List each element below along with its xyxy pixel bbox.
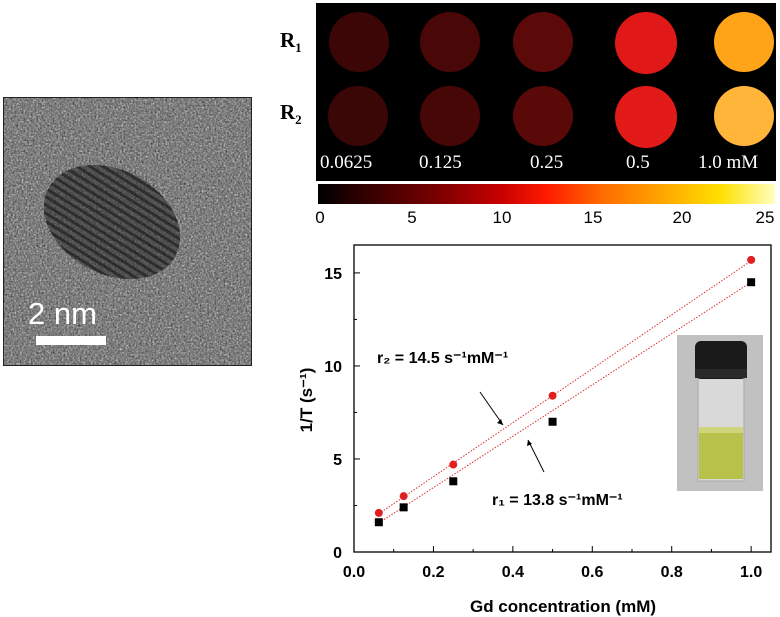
y-tick-label-3: 15 [324, 266, 342, 283]
point-r1-1 [399, 503, 408, 512]
row-label-r1: R1 [280, 28, 302, 56]
phantom-r1-2 [420, 12, 480, 72]
plot-frame [353, 244, 772, 553]
colorbar-tick-10: 10 [492, 208, 512, 227]
phantom-r2-1 [328, 86, 388, 146]
phantom-r2-4 [615, 86, 677, 148]
point-r1-4 [747, 278, 756, 287]
phantom-r1-3 [513, 12, 573, 72]
point-r1-0 [374, 518, 383, 527]
colorbar-tick-5: 5 [407, 208, 417, 227]
x-tick-label-3: 0.6 [581, 564, 603, 581]
conc-label-3: 0.25 [530, 152, 564, 173]
y-axis-label: 1/T (s⁻¹) [297, 368, 316, 433]
point-r2-4 [747, 255, 756, 264]
scale-bar-label: 2 nm [28, 296, 97, 331]
mri-phantom-panel: 0.0625 0.125 0.25 0.5 1.0 mM [316, 3, 776, 181]
x-tick-label-4: 0.8 [661, 564, 683, 581]
fit-line-r2 [378, 260, 752, 515]
conc-label-5: 1.0 mM [698, 152, 759, 173]
conc-label-4: 0.5 [626, 152, 650, 173]
x-tick-label-0: 0.0 [343, 564, 365, 581]
r2-arrowhead [497, 419, 503, 425]
point-r2-2 [449, 460, 458, 469]
colorbar-tick-25: 25 [755, 208, 775, 227]
colorbar [318, 184, 775, 204]
phantom-r1-5 [714, 12, 774, 72]
r1-annotation: r₁ = 13.8 s⁻¹mM⁻¹ [492, 492, 623, 509]
r2-arrow [479, 391, 504, 426]
point-r1-3 [548, 417, 557, 426]
row-label-r2: R2 [280, 100, 302, 128]
phantom-r2-5 [714, 86, 774, 146]
r1-arrowhead [527, 440, 532, 446]
y-tick-label-1: 5 [333, 452, 342, 469]
phantom-r1-1 [329, 12, 389, 72]
tem-image [3, 97, 252, 366]
x-tick-label-1: 0.2 [422, 564, 444, 581]
x-tick-label-5: 1.0 [740, 564, 762, 581]
r2-annotation: r₂ = 14.5 s⁻¹mM⁻¹ [377, 350, 508, 367]
colorbar-tick-15: 15 [583, 208, 603, 227]
point-r1-2 [449, 477, 458, 486]
conc-label-2: 0.125 [419, 152, 462, 173]
phantom-r1-4 [615, 12, 677, 74]
colorbar-tick-20: 20 [672, 208, 692, 227]
conc-label-1: 0.0625 [320, 152, 373, 173]
y-tick-label-0: 0 [333, 545, 342, 562]
point-r2-3 [548, 391, 557, 400]
point-r2-1 [399, 492, 408, 501]
phantom-r2-2 [420, 86, 480, 146]
x-tick-label-2: 0.4 [502, 564, 524, 581]
point-r2-0 [374, 508, 383, 517]
fit-line-r1 [378, 281, 752, 524]
r1-arrow [527, 439, 545, 473]
x-axis-label: Gd concentration (mM) [470, 597, 656, 616]
y-tick-label-2: 10 [324, 359, 342, 376]
colorbar-tick-0: 0 [315, 208, 325, 227]
phantom-r2-3 [513, 86, 573, 146]
vial-photo [677, 335, 763, 491]
scale-bar [36, 336, 106, 345]
